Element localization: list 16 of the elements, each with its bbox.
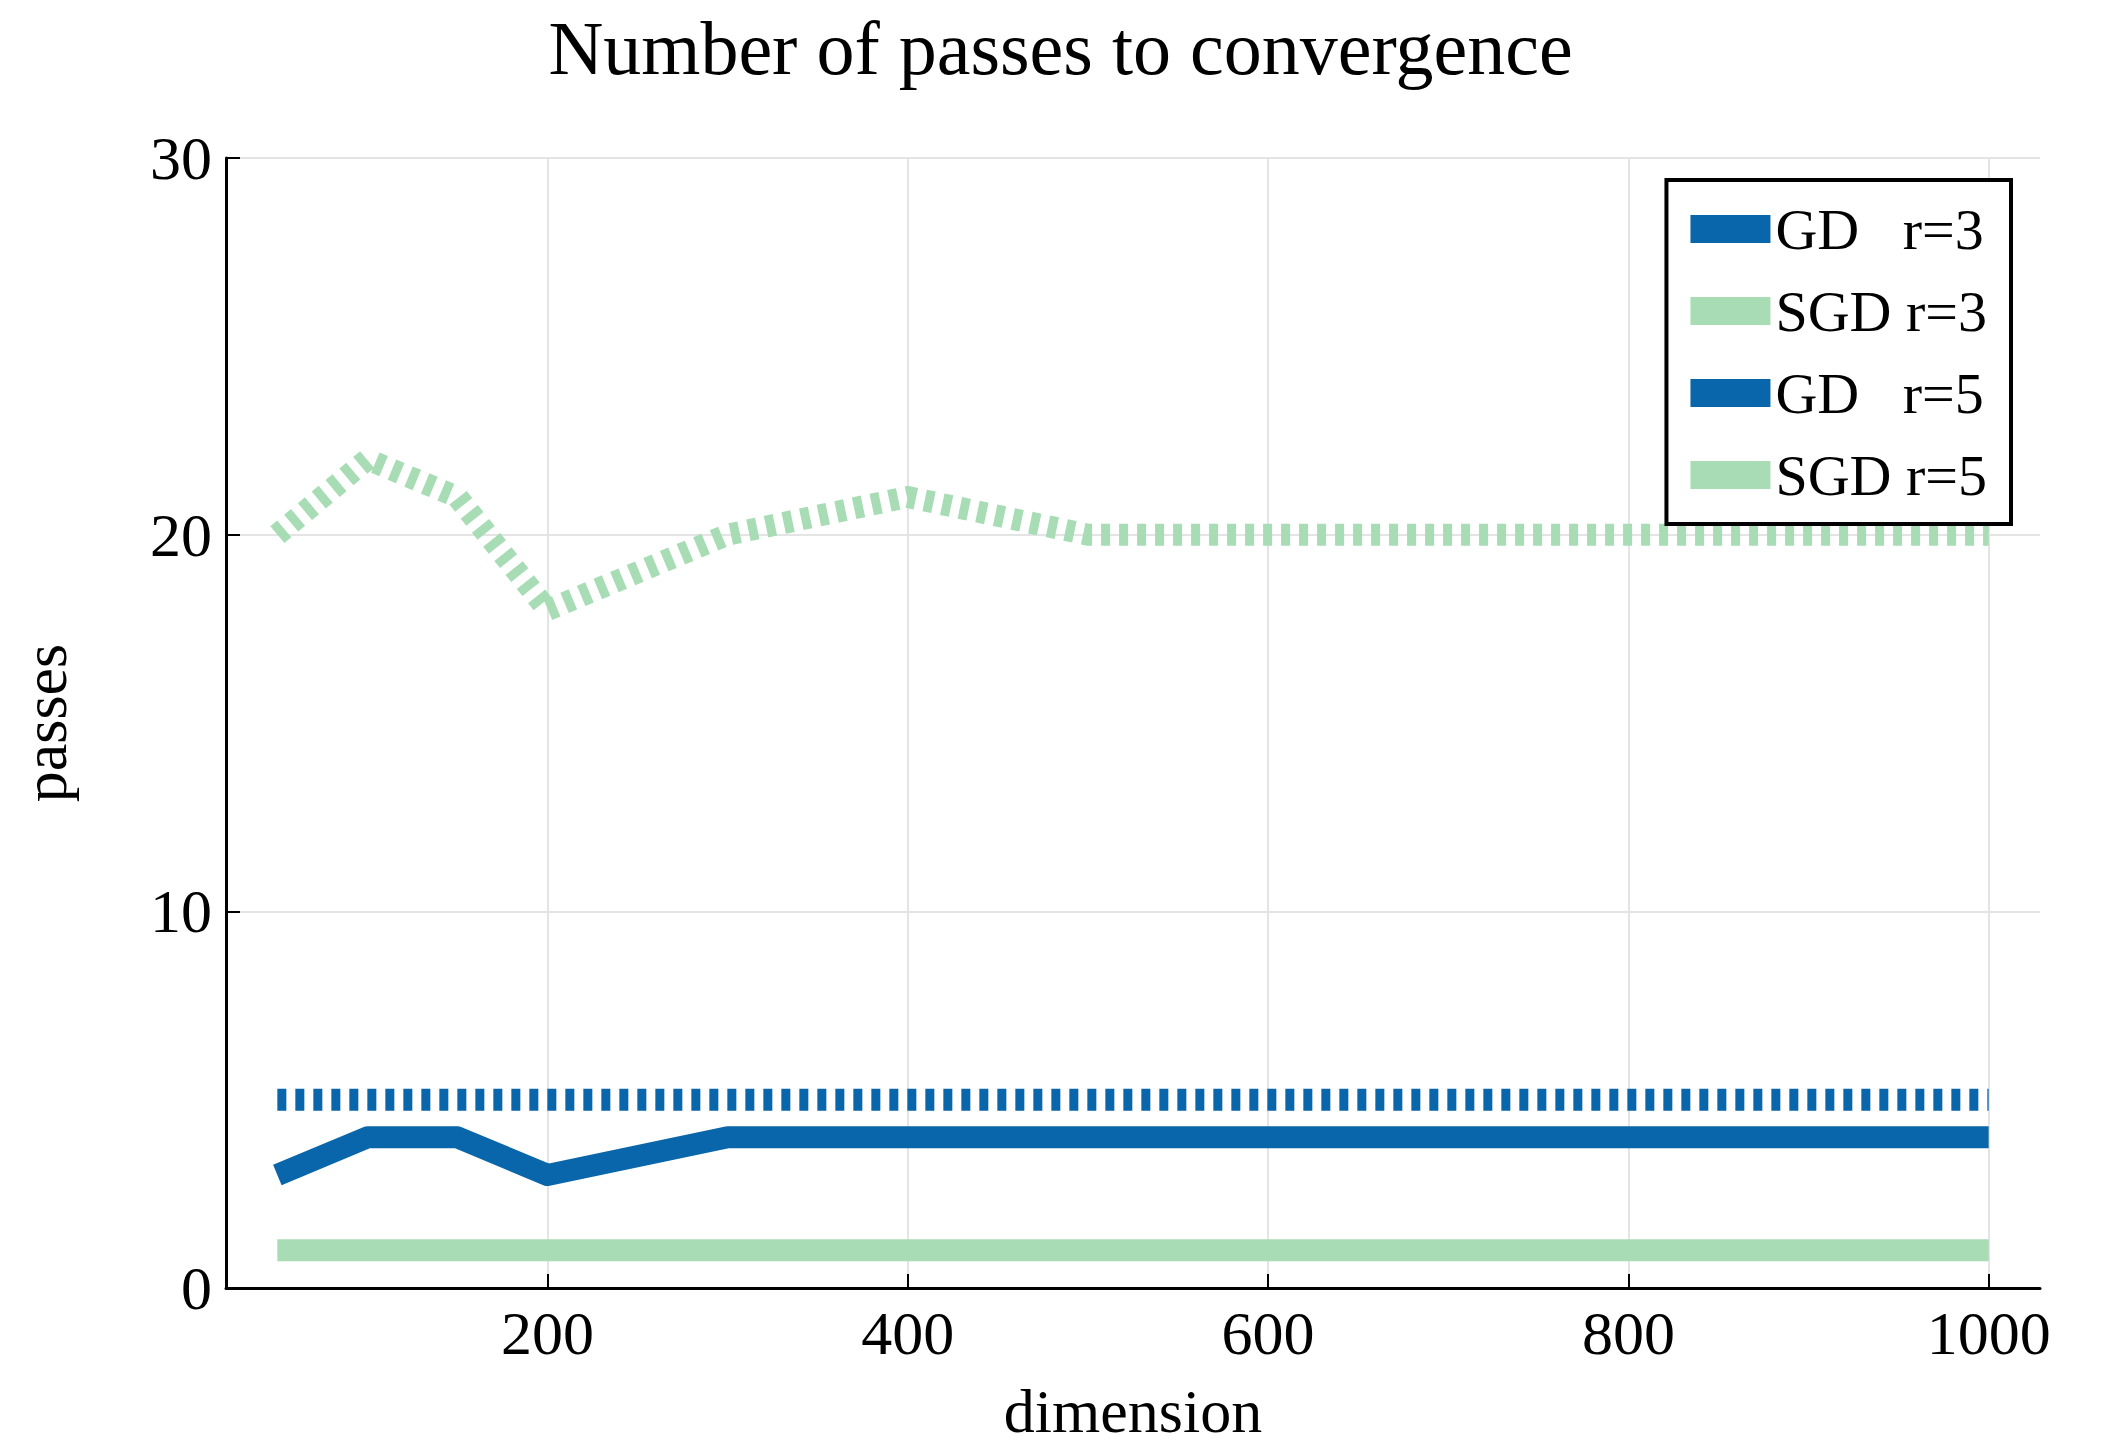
legend-label: SGD r=5	[1775, 442, 1988, 508]
legend-label: SGD r=3	[1775, 278, 1988, 344]
x-tick-label: 1000	[1926, 1299, 2051, 1367]
x-tick-label: 800	[1581, 1299, 1675, 1367]
y-tick-label: 20	[150, 500, 212, 569]
y-tick-label: 0	[181, 1254, 212, 1322]
y-axis-title: passes	[11, 643, 79, 803]
chart-title: Number of passes to convergence	[548, 6, 1573, 90]
x-tick-label: 400	[861, 1299, 955, 1367]
x-tick-label: 600	[1221, 1299, 1315, 1367]
x-tick-label: 200	[501, 1299, 595, 1367]
x-axis-title: dimension	[1003, 1377, 1263, 1445]
y-tick-label: 30	[150, 124, 212, 192]
legend-label: GD r=3	[1775, 196, 1984, 262]
y-tick-label: 10	[150, 877, 212, 946]
legend-label: GD r=5	[1775, 360, 1984, 426]
